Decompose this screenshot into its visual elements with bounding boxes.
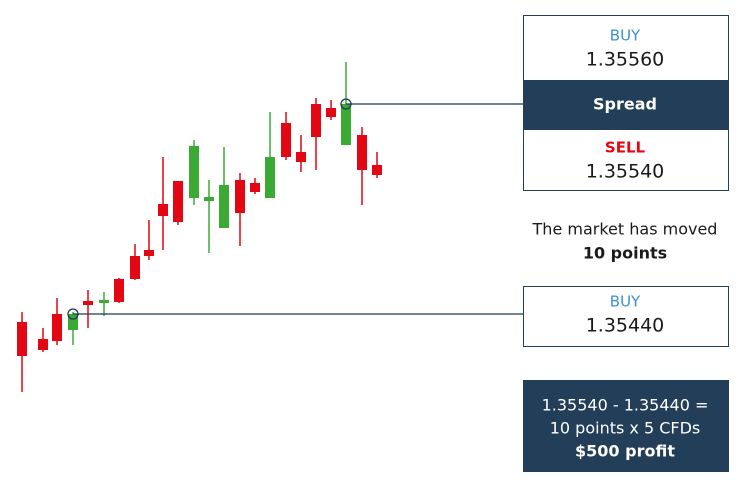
result-text: 10 points x 5 CFDs <box>550 419 701 438</box>
result-box <box>523 380 729 472</box>
sell-price: 1.35540 <box>586 161 665 183</box>
message: 10 points <box>583 244 667 263</box>
sell-label: SELL <box>605 139 646 157</box>
marker <box>67 308 79 320</box>
buy-price: 1.35560 <box>586 49 665 71</box>
candlestick-chart <box>17 62 382 392</box>
spread-label: Spread <box>593 95 657 114</box>
buy-price: 1.35440 <box>586 315 665 337</box>
message: The market has moved <box>532 220 718 239</box>
result-text: 1.35540 - 1.35440 = <box>542 396 709 415</box>
buy-label: BUY <box>610 27 641 45</box>
result-text: $500 profit <box>575 442 675 461</box>
marker <box>340 98 352 110</box>
spread-band <box>523 80 729 130</box>
quote-box <box>523 286 729 347</box>
buy-label: BUY <box>610 293 641 311</box>
